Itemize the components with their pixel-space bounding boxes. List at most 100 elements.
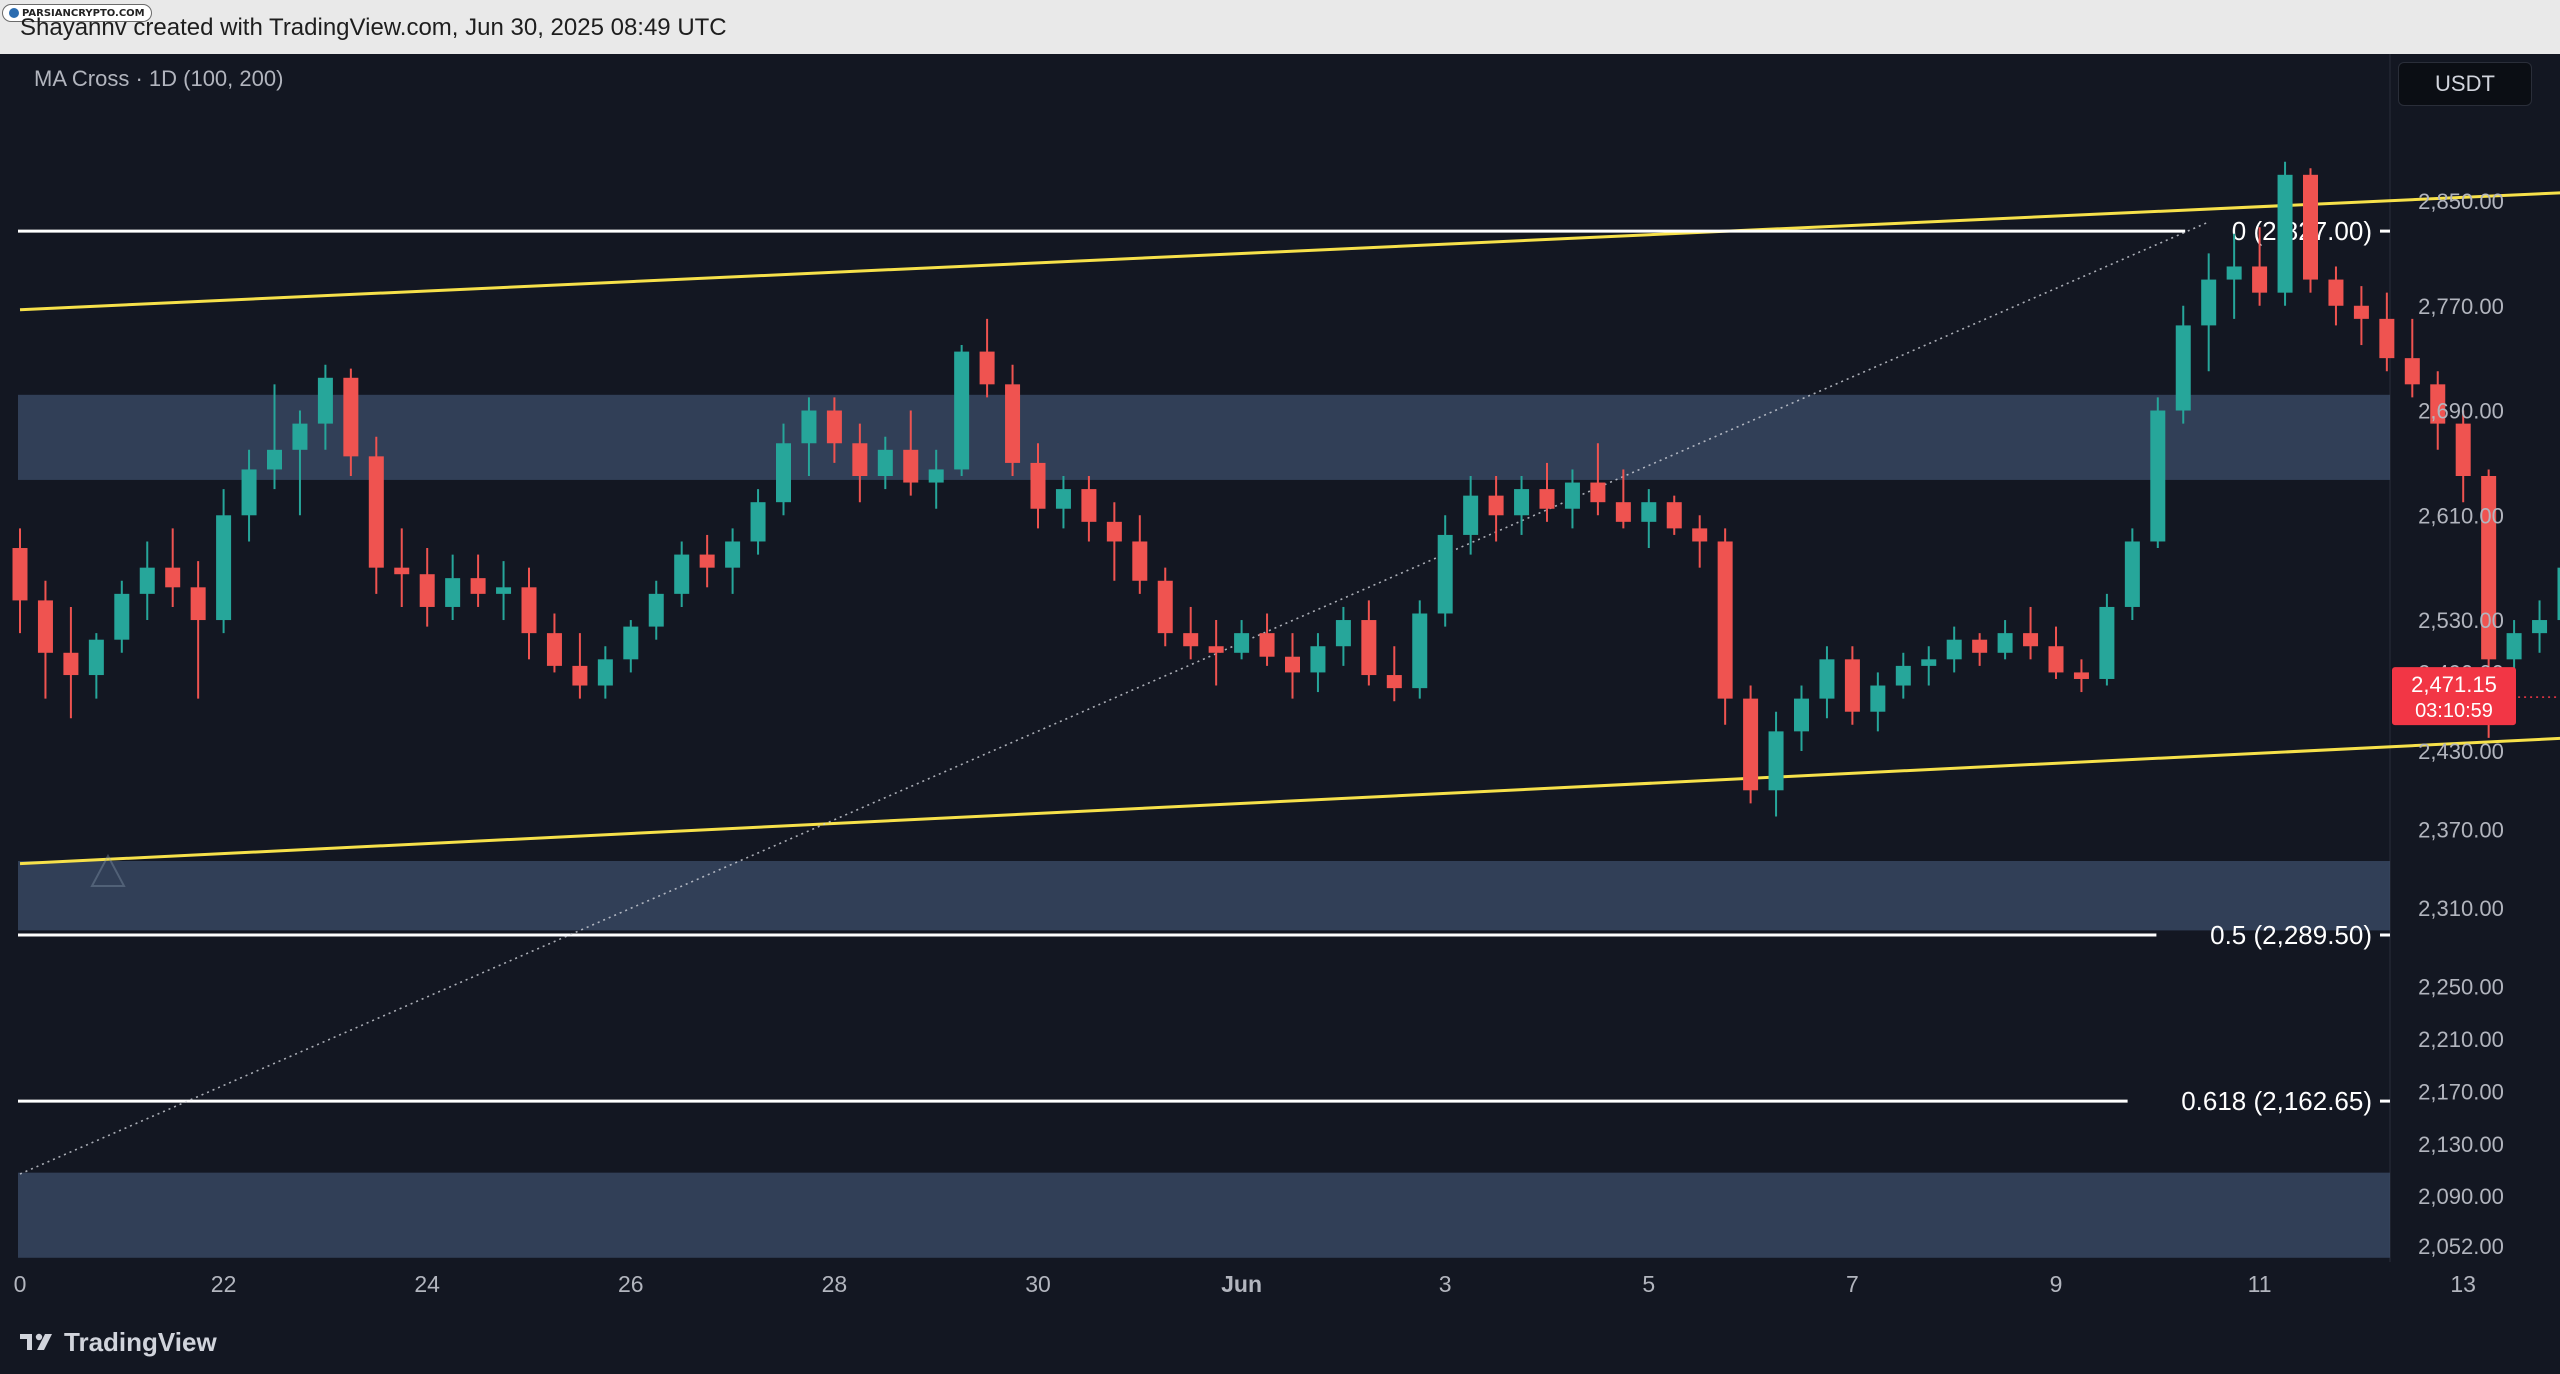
- candle-up[interactable]: [1641, 489, 1657, 549]
- candle-up[interactable]: [801, 397, 817, 476]
- candle-up[interactable]: [648, 580, 664, 640]
- candle-down[interactable]: [1590, 443, 1606, 516]
- candle-down[interactable]: [1615, 469, 1631, 529]
- candle-up[interactable]: [1946, 626, 1962, 673]
- candle-up[interactable]: [2150, 397, 2166, 549]
- candle-down[interactable]: [63, 606, 79, 719]
- candle-down[interactable]: [2048, 626, 2064, 679]
- candle-up[interactable]: [1437, 515, 1453, 627]
- current-price-badge[interactable]: 2,471.15 03:10:59: [2392, 667, 2516, 726]
- candle-down[interactable]: [1132, 515, 1148, 594]
- candle-down[interactable]: [368, 436, 384, 594]
- candle-up[interactable]: [216, 489, 232, 634]
- indicator-legend[interactable]: MA Cross · 1D (100, 200): [34, 66, 284, 91]
- candle-up[interactable]: [1794, 685, 1809, 751]
- candle-down[interactable]: [1539, 462, 1555, 522]
- channel-upper-line[interactable]: [19, 122, 2560, 312]
- candle-up[interactable]: [2175, 305, 2191, 424]
- candle-up[interactable]: [1514, 476, 1530, 535]
- candle-up[interactable]: [114, 580, 130, 653]
- candle-down[interactable]: [190, 561, 206, 699]
- tradingview-brand[interactable]: TradingView: [18, 1322, 217, 1362]
- candle-up[interactable]: [1768, 711, 1784, 817]
- candle-down[interactable]: [826, 397, 842, 463]
- candle-down[interactable]: [343, 368, 359, 476]
- candle-up[interactable]: [1564, 469, 1580, 529]
- candle-up[interactable]: [1412, 600, 1428, 699]
- candle-up[interactable]: [445, 554, 461, 621]
- candle-up[interactable]: [88, 633, 104, 699]
- candle-up[interactable]: [750, 489, 766, 555]
- candle-down[interactable]: [1972, 633, 1988, 666]
- candle-up[interactable]: [877, 436, 893, 490]
- candle-up[interactable]: [139, 541, 155, 621]
- candle-up[interactable]: [928, 449, 944, 509]
- candle-down[interactable]: [1666, 495, 1682, 535]
- supply-demand-zone[interactable]: [18, 1172, 2390, 1258]
- candle-up[interactable]: [623, 620, 639, 673]
- candle-up[interactable]: [1921, 646, 1937, 686]
- supply-demand-zone[interactable]: [18, 394, 2390, 480]
- candle-down[interactable]: [2379, 292, 2395, 372]
- candle-down[interactable]: [1106, 502, 1122, 581]
- candle-up[interactable]: [1870, 672, 1886, 732]
- candle-up[interactable]: [1055, 476, 1071, 529]
- candle-down[interactable]: [699, 534, 715, 588]
- candle-down[interactable]: [572, 633, 588, 699]
- candle-up[interactable]: [241, 449, 257, 542]
- candle-up[interactable]: [292, 410, 308, 516]
- candle-down[interactable]: [2073, 659, 2089, 693]
- candle-up[interactable]: [776, 423, 791, 516]
- candle-down[interactable]: [1030, 443, 1046, 529]
- candle-down[interactable]: [1157, 567, 1173, 647]
- candle-down[interactable]: [12, 528, 28, 634]
- fib-trend-dotted-line[interactable]: [19, 221, 2210, 1175]
- candle-up[interactable]: [1335, 606, 1351, 666]
- candle-down[interactable]: [1488, 476, 1504, 542]
- currency-button[interactable]: USDT: [2398, 62, 2532, 106]
- candle-down[interactable]: [1743, 685, 1759, 804]
- candle-up[interactable]: [267, 384, 282, 490]
- candle-down[interactable]: [470, 554, 486, 607]
- candle-down[interactable]: [2023, 606, 2039, 660]
- candle-down[interactable]: [1285, 633, 1300, 699]
- candle-up[interactable]: [2124, 528, 2140, 621]
- candle-up[interactable]: [954, 345, 970, 476]
- candle-down[interactable]: [37, 580, 53, 699]
- candle-up[interactable]: [2557, 555, 2560, 647]
- candle-up[interactable]: [317, 364, 333, 450]
- candle-down[interactable]: [903, 410, 919, 496]
- candle-down[interactable]: [1259, 613, 1275, 666]
- candle-down[interactable]: [2353, 286, 2369, 346]
- candle-up[interactable]: [1463, 476, 1479, 555]
- candle-up[interactable]: [2099, 593, 2115, 686]
- candle-down[interactable]: [1005, 364, 1021, 476]
- candle-down[interactable]: [2303, 168, 2318, 293]
- candle-down[interactable]: [1844, 646, 1860, 725]
- candle-up[interactable]: [1895, 652, 1911, 699]
- candle-up[interactable]: [1234, 620, 1250, 660]
- candle-down[interactable]: [521, 567, 537, 660]
- candle-up[interactable]: [725, 528, 741, 594]
- candle-up[interactable]: [496, 561, 512, 621]
- candle-up[interactable]: [2277, 161, 2293, 306]
- candle-up[interactable]: [1819, 646, 1835, 719]
- candle-down[interactable]: [394, 528, 410, 607]
- candle-down[interactable]: [979, 318, 995, 398]
- candle-up[interactable]: [2532, 600, 2548, 653]
- candle-down[interactable]: [2430, 371, 2446, 450]
- candle-down[interactable]: [2328, 266, 2344, 326]
- candle-down[interactable]: [1081, 476, 1097, 542]
- candle-down[interactable]: [2455, 410, 2471, 503]
- candle-down[interactable]: [1183, 606, 1199, 660]
- candle-down[interactable]: [1717, 528, 1733, 725]
- candle-down[interactable]: [419, 548, 435, 627]
- supply-demand-zone[interactable]: [18, 861, 2390, 931]
- candle-down[interactable]: [2404, 318, 2420, 398]
- candle-down[interactable]: [852, 423, 868, 503]
- candle-down[interactable]: [1386, 646, 1402, 702]
- candle-down[interactable]: [1692, 515, 1708, 568]
- candle-up[interactable]: [2226, 233, 2242, 319]
- candle-down[interactable]: [1361, 600, 1377, 686]
